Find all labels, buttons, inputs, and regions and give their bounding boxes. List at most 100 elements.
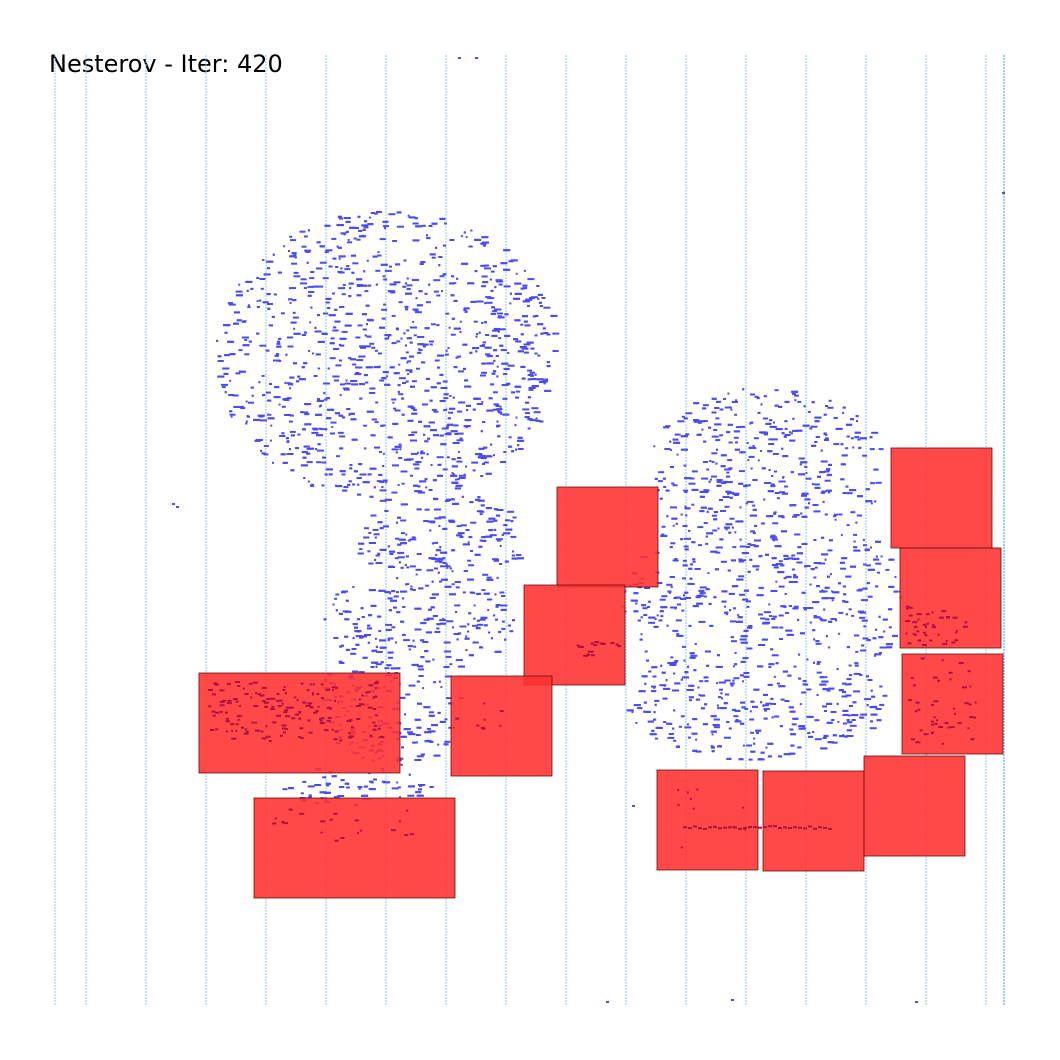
cell (453, 481, 459, 484)
cell (543, 332, 549, 335)
cell (495, 538, 503, 541)
overlap-cell (326, 719, 331, 722)
cell (844, 600, 849, 603)
overlap-cell (917, 708, 921, 711)
cell (444, 499, 447, 502)
cell (688, 529, 691, 532)
cell (476, 627, 481, 629)
cell (476, 619, 480, 622)
cell (717, 527, 720, 530)
cell (747, 459, 750, 462)
cell (349, 464, 353, 466)
overlap-cell (962, 686, 967, 689)
cell (783, 605, 787, 608)
cell (227, 302, 233, 305)
cell (373, 778, 377, 781)
overlap-cell (348, 719, 353, 722)
cell (527, 304, 530, 307)
cell (416, 755, 424, 758)
cell (888, 608, 893, 611)
cell (651, 690, 657, 693)
cell (340, 383, 345, 386)
cell (496, 365, 499, 368)
cell (267, 417, 275, 420)
cell (267, 413, 270, 416)
cell (464, 637, 470, 640)
cell (294, 256, 297, 259)
cell (850, 418, 855, 421)
cell (828, 687, 835, 690)
overlap-cell (340, 837, 345, 839)
cell (307, 796, 312, 799)
cell (808, 735, 814, 738)
cell (356, 477, 362, 479)
cell (334, 320, 341, 323)
cell (834, 518, 837, 521)
cell (789, 504, 793, 507)
overlap-cell (284, 709, 289, 712)
cell (791, 432, 793, 435)
cell (633, 704, 641, 707)
cell (523, 320, 528, 323)
cell (419, 263, 424, 265)
cell (494, 528, 497, 531)
cell (682, 559, 687, 562)
cell (439, 580, 442, 583)
cell (742, 598, 748, 601)
overlap-cell (910, 677, 914, 680)
cell (865, 500, 873, 503)
cell (279, 435, 286, 437)
cell (341, 473, 346, 476)
cell (467, 541, 470, 544)
cell (846, 646, 850, 649)
cell (440, 551, 448, 554)
cell (445, 565, 451, 568)
cell (846, 435, 850, 438)
cell (347, 483, 351, 486)
cell (516, 557, 524, 560)
cell (791, 723, 797, 726)
cell (813, 539, 817, 541)
cell (676, 634, 684, 637)
cell (482, 341, 486, 344)
cell (456, 439, 464, 442)
cell (793, 605, 799, 608)
cell (497, 315, 502, 318)
cell (671, 482, 675, 485)
cell (856, 514, 862, 517)
cell (359, 345, 365, 348)
cell (363, 345, 371, 348)
cell (793, 514, 800, 517)
overlap-cell (285, 706, 291, 709)
overlap-cell (763, 826, 767, 829)
cell (773, 511, 777, 514)
cell (379, 548, 387, 551)
cell (488, 517, 496, 520)
cell (814, 566, 818, 569)
cell (446, 620, 454, 623)
cell (730, 408, 733, 411)
overlap-cell (594, 641, 600, 644)
overlap-cell (937, 679, 941, 682)
cell (509, 630, 514, 633)
cell (870, 482, 876, 485)
cell (698, 694, 701, 697)
cell (435, 246, 438, 249)
cell (797, 400, 802, 403)
cell (406, 277, 409, 280)
cell (349, 467, 353, 470)
cell (336, 224, 344, 227)
cell (698, 620, 706, 623)
cell (351, 227, 359, 229)
cell (775, 662, 779, 665)
cell (363, 785, 368, 788)
cell (229, 413, 236, 416)
cell (351, 271, 355, 274)
cell (734, 413, 738, 416)
cell (500, 349, 505, 351)
cell (402, 285, 407, 288)
cell (482, 463, 485, 465)
cell (838, 611, 844, 614)
cell (364, 527, 369, 530)
cell (393, 595, 399, 598)
